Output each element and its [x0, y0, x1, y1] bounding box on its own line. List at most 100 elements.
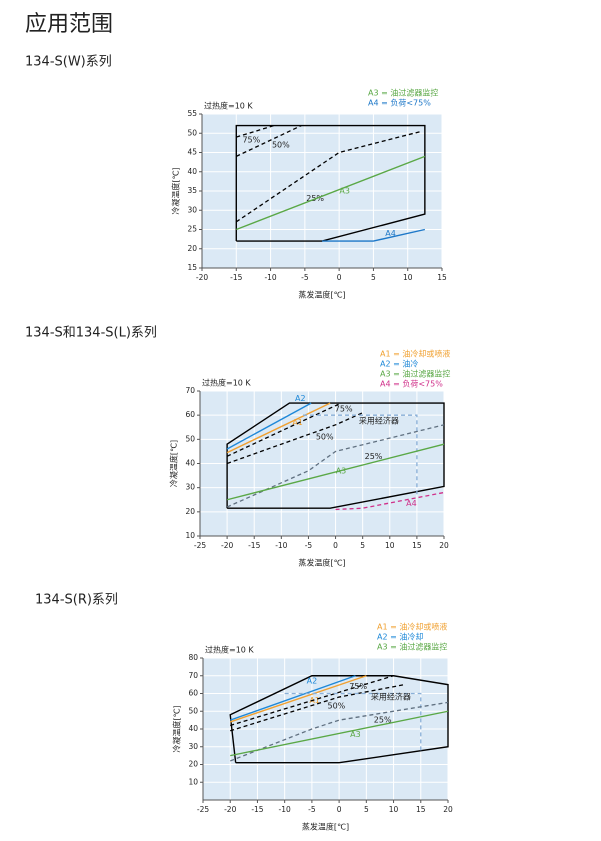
y-tick-label: 25 [187, 225, 197, 234]
page-title: 应用范围 [25, 12, 113, 37]
x-axis-label: 蒸发温度[℃] [298, 558, 345, 568]
x-tick-label: -5 [308, 805, 316, 814]
x-tick-label: 10 [385, 541, 395, 550]
line-label: 75% [349, 682, 367, 691]
y-tick-label: 50 [187, 128, 197, 137]
y-tick-label: 40 [188, 724, 198, 733]
y-tick-label: 60 [185, 410, 195, 419]
series-line [230, 710, 449, 757]
legend-entry: A4 = 负荷<75% [380, 379, 443, 389]
x-tick-label: 0 [337, 805, 342, 814]
line-label: A3 [350, 730, 361, 739]
series-line [226, 402, 312, 450]
legend-entry: A1 = 油冷却或喷液 [377, 622, 447, 632]
y-tick-label: 40 [187, 167, 197, 176]
y-tick-label: 80 [188, 653, 198, 662]
y-tick-label: 40 [185, 459, 195, 468]
legend-entry: A2 = 油冷 [380, 359, 418, 369]
series-line [229, 675, 449, 764]
series-line [235, 124, 426, 242]
x-tick-label: 20 [439, 541, 449, 550]
x-tick-label: 5 [371, 273, 376, 282]
series-line [335, 491, 445, 511]
x-tick-label: -5 [305, 541, 313, 550]
line-label: 25% [374, 716, 392, 725]
y-tick-label: 55 [187, 109, 197, 118]
y-tick-label: 45 [187, 148, 197, 157]
y-tick-label: 30 [187, 205, 197, 214]
x-tick-label: -10 [264, 273, 276, 282]
x-tick-label: -15 [248, 541, 260, 550]
x-tick-label: 15 [416, 805, 426, 814]
x-tick-label: 15 [437, 273, 447, 282]
x-tick-label: 5 [364, 805, 369, 814]
annotation: 过热度=10 K [202, 378, 251, 388]
x-axis-label: 蒸发温度[℃] [298, 290, 345, 300]
y-tick-label: 10 [188, 777, 198, 786]
legend-entry: A4 = 负荷<75% [368, 98, 431, 108]
line-label: 采用经济器 [359, 416, 399, 426]
y-axis-label: 冷凝温度[℃] [172, 705, 182, 752]
series-line [226, 402, 331, 454]
line-label: A3 [339, 187, 350, 196]
series-line [284, 692, 422, 753]
x-tick-label: -20 [224, 805, 236, 814]
series-line [230, 683, 405, 732]
y-axis-label: 冷凝温度[℃] [171, 167, 181, 214]
y-tick-label: 70 [185, 386, 195, 395]
series-line [226, 443, 445, 501]
x-tick-label: 10 [389, 805, 399, 814]
legend-entry: A3 = 油过滤器监控 [368, 88, 438, 98]
y-axis-label: 冷凝温度[℃] [169, 440, 179, 487]
line-label: A2 [295, 394, 306, 403]
line-label: A1 [292, 418, 303, 427]
x-tick-label: -25 [197, 805, 209, 814]
series-line [229, 675, 367, 723]
y-tick-label: 10 [185, 531, 195, 540]
x-tick-label: 0 [337, 273, 342, 282]
x-tick-label: -25 [194, 541, 206, 550]
series-line [226, 402, 445, 509]
x-tick-label: 10 [403, 273, 413, 282]
line-label: A2 [307, 677, 318, 686]
y-tick-label: 20 [188, 760, 198, 769]
x-tick-label: -10 [279, 805, 291, 814]
x-tick-label: 15 [412, 541, 422, 550]
x-tick-label: 0 [333, 541, 338, 550]
x-tick-label: -10 [275, 541, 287, 550]
line-label: A1 [309, 696, 320, 705]
line-label: A3 [336, 466, 347, 475]
section-heading: 134-S(W)系列 [25, 55, 112, 70]
y-tick-label: 70 [188, 671, 198, 680]
x-tick-label: -20 [196, 273, 208, 282]
x-tick-label: -15 [230, 273, 242, 282]
series-line [303, 414, 418, 495]
line-label: 75% [335, 405, 353, 414]
annotation: 过热度=10 K [205, 645, 254, 655]
line-label: 75% [242, 135, 260, 144]
line-label: 采用经济器 [371, 692, 411, 702]
x-tick-label: -15 [251, 805, 263, 814]
y-tick-label: 35 [187, 186, 197, 195]
line-label: A4 [406, 499, 417, 508]
y-tick-label: 60 [188, 689, 198, 698]
y-tick-label: 50 [188, 706, 198, 715]
y-tick-label: 15 [187, 263, 197, 272]
line-label: A4 [385, 229, 396, 238]
line-label: 50% [327, 701, 345, 710]
y-tick-label: 30 [185, 483, 195, 492]
legend-entry: A1 = 油冷却或喷液 [380, 349, 450, 359]
series-line [236, 155, 426, 231]
series-line [229, 701, 449, 762]
x-tick-label: -5 [301, 273, 309, 282]
y-tick-label: 20 [185, 507, 195, 516]
series-line [236, 124, 302, 157]
x-tick-label: 5 [360, 541, 365, 550]
y-tick-label: 30 [188, 742, 198, 751]
legend-entry: A2 = 油冷却 [377, 632, 423, 642]
series-line [230, 675, 394, 727]
series-line [322, 228, 426, 242]
annotation: 过热度=10 K [204, 101, 253, 111]
y-tick-label: 50 [185, 434, 195, 443]
